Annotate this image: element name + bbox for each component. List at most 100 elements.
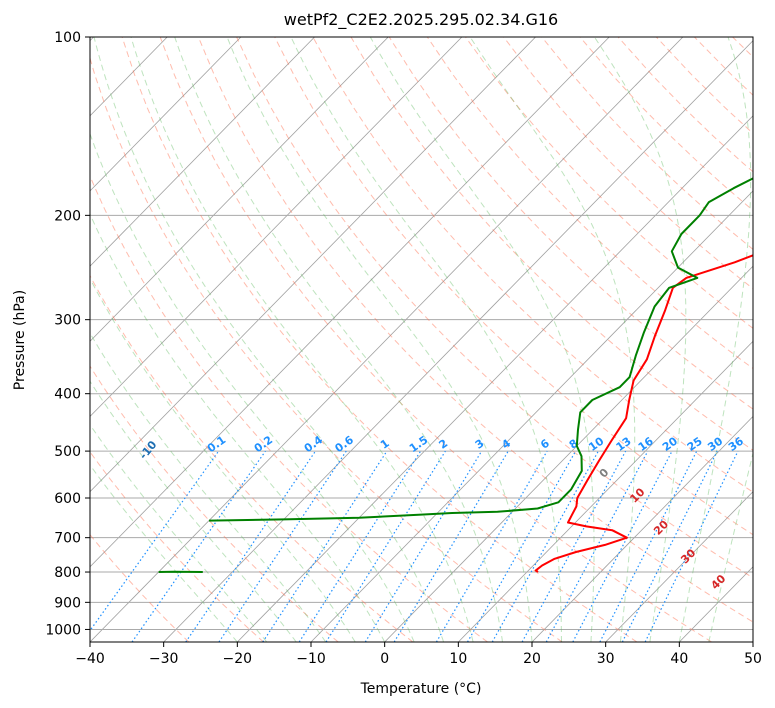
profile-series: [158, 177, 753, 573]
isotherm-line: [90, 37, 610, 568]
moist-adiabat-line: [130, 37, 474, 642]
isotherm-line: [531, 415, 753, 642]
x-tick-label: 10: [449, 651, 467, 667]
mixing-ratio-line: [393, 450, 509, 642]
mixing-ratio-line: [435, 450, 548, 642]
isotherm-line: [90, 37, 684, 642]
isotherm-line: [310, 190, 753, 642]
moist-adiabat-line: [369, 37, 595, 642]
dry-adiabat-line: [655, 37, 753, 135]
temperature-profile: [534, 254, 753, 573]
mixing-ratio-line: [325, 450, 446, 642]
mixing-ratio-line: [185, 450, 316, 642]
x-axis-ticks: −40 −30 −20 −10 0 10 20 30 40 50: [75, 642, 762, 667]
mixing-ratio-label: 4: [499, 437, 513, 452]
moist-adiabat-line: [93, 37, 445, 642]
moist-adiabat-line: [90, 380, 297, 642]
y-tick-label: 100: [54, 30, 81, 46]
isotherm-line: [90, 37, 242, 192]
dry-adiabat-line: [90, 533, 190, 642]
mixing-ratio-label: 0.4: [302, 433, 326, 455]
dry-adiabat-line: [312, 37, 753, 493]
mixing-ratio-line: [491, 450, 599, 642]
mixing-ratio-label: 6: [538, 437, 552, 452]
moist-adiabat-line: [708, 451, 753, 642]
x-tick-label: −30: [149, 651, 179, 667]
dry-adiabat-line: [350, 37, 753, 451]
x-tick-label: 20: [523, 651, 541, 667]
dry-adiabat-line: [579, 37, 753, 212]
isotherm-line: [163, 40, 753, 642]
y-tick-label: 1000: [45, 622, 81, 638]
dry-adiabat-line: [236, 37, 753, 579]
x-axis-label: Temperature (°C): [360, 681, 482, 697]
moist-adiabat-line: [290, 37, 562, 642]
moist-adiabat-label: 40: [708, 572, 728, 592]
dry-adiabat-line: [503, 37, 753, 290]
isotherm-line: [458, 340, 753, 642]
mixing-ratio-line: [521, 450, 627, 642]
moist-adiabat-line: [90, 277, 356, 642]
y-tick-label: 700: [54, 531, 81, 547]
dewpoint-profile: [208, 177, 753, 522]
mixing-ratio-line: [599, 450, 698, 642]
dry-adiabat-line: [90, 174, 488, 642]
y-tick-label: 400: [54, 387, 81, 403]
x-tick-label: 0: [380, 651, 389, 667]
mixing-ratio-line: [466, 450, 577, 642]
moist-adiabat-line: [678, 37, 752, 642]
plot-frame: [89, 36, 754, 643]
dry-adiabat-line: [159, 37, 712, 642]
moist-adiabat-line: [90, 332, 327, 642]
mixing-ratio-line: [364, 450, 483, 642]
x-tick-label: −10: [296, 651, 326, 667]
mixing-ratio-label: 1.5: [407, 433, 430, 455]
dry-adiabat-line: [90, 451, 264, 642]
x-tick-label: 40: [670, 651, 688, 667]
moist-adiabat-line: [90, 464, 238, 642]
y-tick-label: 800: [54, 565, 81, 581]
x-tick-label: −40: [75, 651, 105, 667]
dry-adiabat-line: [90, 274, 414, 642]
mixing-ratio-label: 0.2: [252, 433, 275, 455]
isotherm-line: [237, 115, 753, 642]
moist-adiabat-line: [593, 37, 687, 642]
x-tick-label: 50: [744, 651, 762, 667]
x-tick-label: −20: [223, 651, 253, 667]
y-tick-label: 600: [54, 491, 81, 507]
isotherm-line: [752, 641, 753, 642]
moist-adiabat-line: [469, 37, 636, 642]
dry-adiabat-line: [771, 37, 775, 642]
mixing-ratio-line: [298, 450, 422, 642]
mixing-ratio-line: [90, 450, 220, 632]
dry-adiabat-line: [388, 37, 753, 410]
background-lines: [90, 37, 775, 642]
y-tick-label: 300: [54, 313, 81, 329]
mixing-ratio-line: [621, 450, 718, 642]
dry-adiabat-line: [274, 37, 753, 536]
isotherm-line: [384, 265, 753, 642]
x-tick-label: 30: [597, 651, 615, 667]
y-tick-label: 200: [54, 208, 81, 224]
moist-adiabat-line: [90, 423, 268, 642]
isotherm-line: [90, 37, 315, 267]
isotherm-line: [605, 491, 753, 642]
moist-adiabat-label: 0: [597, 466, 612, 481]
dry-adiabat-line: [121, 37, 638, 642]
isotherm-line: [90, 37, 463, 418]
dry-adiabat-line: [90, 56, 563, 642]
dry-adiabat-line: [90, 365, 339, 642]
mixing-ratio-line: [218, 450, 347, 642]
y-tick-label: 900: [54, 595, 81, 611]
isotherm-line: [90, 37, 389, 342]
dry-adiabat-line: [426, 37, 753, 370]
moist-adiabat-line: [90, 132, 415, 642]
isotherm-line: [90, 37, 536, 493]
mixing-ratio-line: [644, 450, 739, 642]
chart-title: wetPf2_C2E2.2025.295.02.34.G16: [284, 10, 558, 30]
dry-adiabat-line: [732, 37, 753, 58]
dry-adiabat-label: -10: [137, 438, 160, 462]
y-axis-label: Pressure (hPa): [12, 290, 28, 390]
mixing-ratio-label: 0.6: [333, 433, 357, 455]
